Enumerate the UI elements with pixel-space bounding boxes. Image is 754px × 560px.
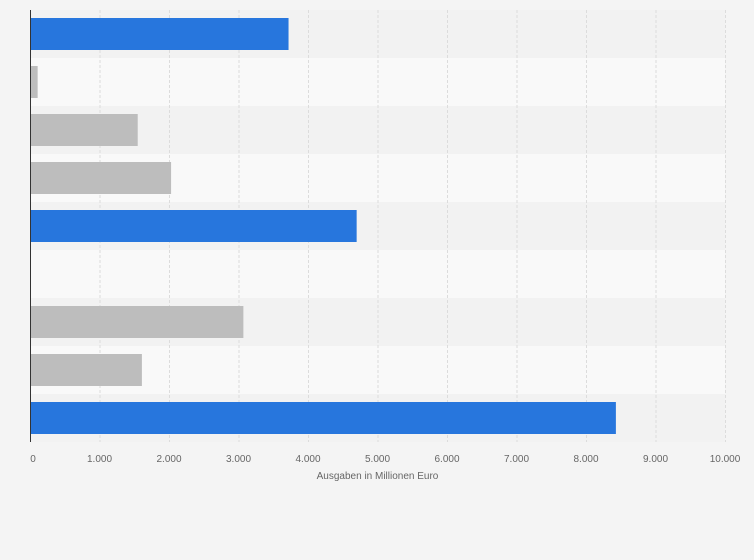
x-tick-label: 1.000 [87,454,112,465]
bar [30,402,616,434]
x-tick-label: 10.000 [710,454,741,465]
x-tick-label: 9.000 [643,454,668,465]
x-tick-label: 2.000 [156,454,181,465]
x-tick-label: 8.000 [573,454,598,465]
bar [30,354,142,386]
x-tick-label: 3.000 [226,454,251,465]
x-tick-labels: 0 1.000 2.000 3.000 4.000 5.000 6.000 7.000 8.00… [30,454,741,465]
x-tick-label: 5.000 [365,454,390,465]
bar [30,306,244,338]
x-tick-label: 7.000 [504,454,529,465]
bar [30,114,138,146]
x-tick-label: 0 [30,454,36,465]
x-tick-label: 4.000 [295,454,320,465]
bar [30,18,289,50]
x-axis-title: Ausgaben in Millionen Euro [317,471,439,482]
x-tick-label: 6.000 [434,454,459,465]
bar [30,210,357,242]
bar [30,66,38,98]
bars [30,18,616,434]
bar [30,162,172,194]
